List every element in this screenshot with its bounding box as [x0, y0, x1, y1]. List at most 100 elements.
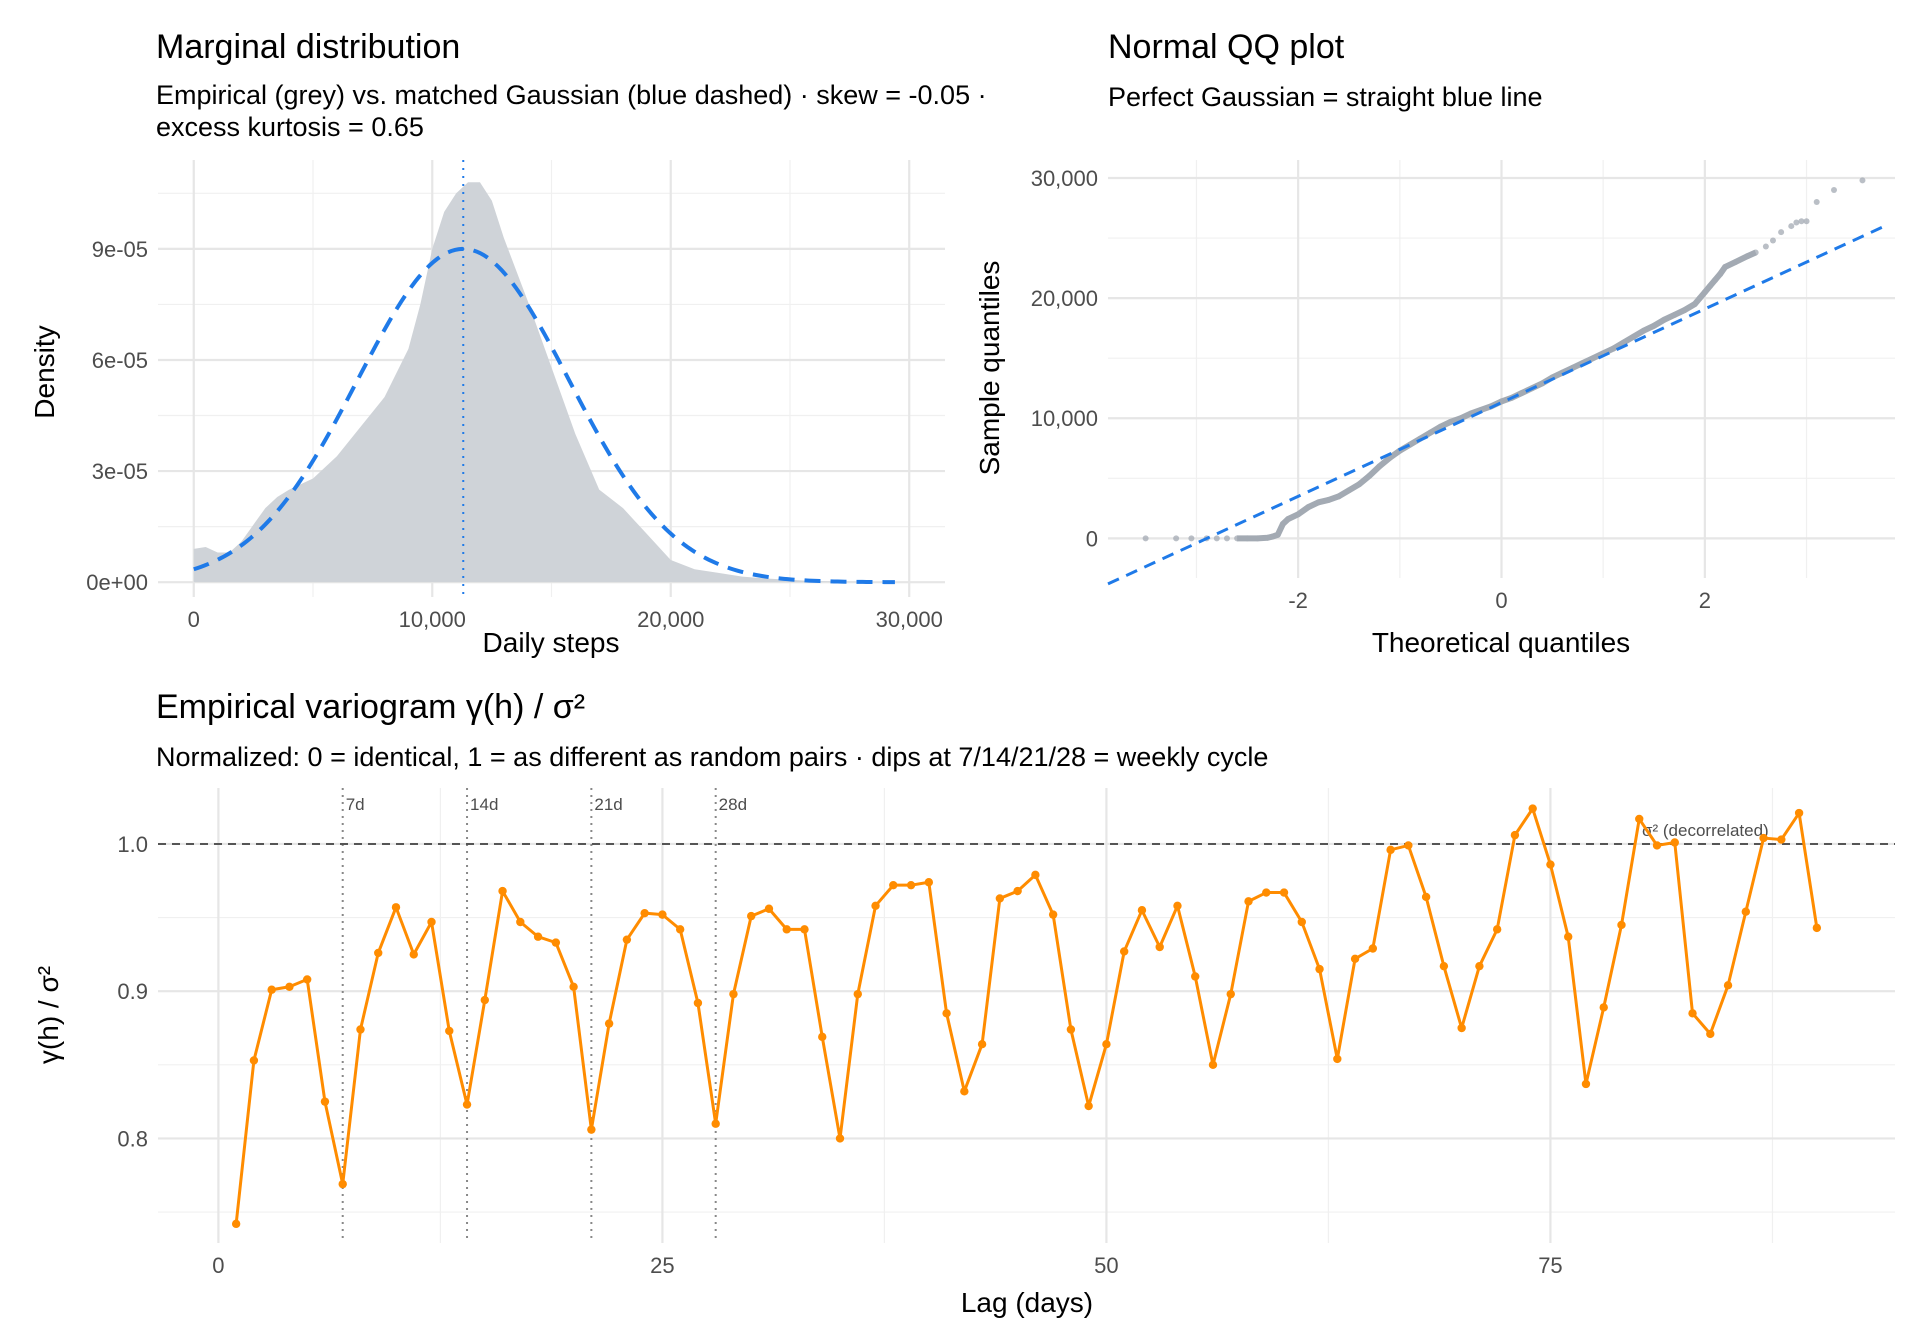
variogram-xtick-label: 0 — [212, 1253, 224, 1278]
variogram-point — [800, 925, 809, 934]
weekly-marker-label: 7d — [346, 795, 365, 814]
variogram-xtick-label: 50 — [1094, 1253, 1118, 1278]
qq-xtick-label: -2 — [1288, 588, 1308, 613]
variogram-point — [356, 1025, 365, 1034]
variogram-title: Empirical variogram γ(h) / σ² — [156, 688, 585, 726]
variogram-point — [302, 975, 312, 984]
qq-point — [1778, 229, 1785, 236]
variogram-point — [1741, 907, 1751, 916]
qq-xtick-label: 0 — [1495, 588, 1507, 613]
variogram-point — [1191, 972, 1200, 981]
variogram-point — [1297, 917, 1306, 927]
qq-point — [1769, 237, 1776, 244]
variogram-point — [1315, 964, 1324, 974]
qq-ticks: -2 0 2 0 10,000 20,000 30,000 — [1031, 166, 1711, 613]
variogram-point — [249, 1056, 259, 1065]
variogram-point — [1688, 1009, 1697, 1018]
variogram-point — [1066, 1025, 1076, 1034]
variogram-point — [498, 886, 507, 896]
qq-point — [1762, 243, 1769, 250]
density-subtitle-box: Empirical (grey) vs. matched Gaussian (b… — [156, 80, 987, 142]
variogram-xtick-label: 25 — [650, 1253, 674, 1278]
variogram-point — [764, 904, 774, 913]
variogram-point — [1777, 835, 1786, 844]
variogram-point — [889, 880, 898, 890]
qq-xtick-label: 2 — [1699, 588, 1711, 613]
variogram-xlabel: Lag (days) — [961, 1287, 1093, 1318]
variogram-point — [729, 989, 738, 999]
variogram-point — [1119, 947, 1129, 956]
variogram-point — [977, 1040, 987, 1049]
qq-grid — [1108, 160, 1895, 578]
variogram-point — [1102, 1040, 1111, 1049]
variogram-point — [445, 1026, 454, 1036]
variogram-xtick-label: 75 — [1538, 1253, 1562, 1278]
variogram-point — [1368, 944, 1378, 953]
density-xtick-label: 0 — [188, 607, 200, 632]
variogram-point — [1635, 814, 1644, 824]
qq-point — [1830, 187, 1837, 194]
variogram-point — [1404, 841, 1413, 850]
variogram-point — [711, 1119, 720, 1128]
variogram-point — [818, 1032, 827, 1042]
qq-subtitle: Perfect Gaussian = straight blue line — [1108, 82, 1543, 112]
qq-point — [1859, 177, 1866, 184]
variogram-point — [1350, 954, 1360, 964]
variogram-point — [1137, 906, 1147, 915]
density-ytick-label: 6e-05 — [92, 348, 148, 373]
variogram-point — [1226, 989, 1235, 999]
qq-marks — [1107, 177, 1889, 586]
variogram-point — [1546, 860, 1555, 869]
variogram-point — [587, 1125, 596, 1134]
variogram-point — [1652, 841, 1662, 850]
variogram-point — [462, 1100, 472, 1109]
variogram-point — [1244, 897, 1253, 906]
qq-point-trace — [1237, 249, 1757, 542]
density-marks — [193, 160, 898, 597]
variogram-point — [782, 925, 791, 934]
variogram-point — [906, 880, 916, 890]
qq-point — [1813, 199, 1820, 206]
variogram-point — [551, 938, 561, 947]
variogram-line — [234, 807, 1819, 1225]
variogram-point — [942, 1009, 951, 1018]
variogram-point — [1670, 838, 1679, 847]
density-xlabel: Daily steps — [483, 627, 620, 658]
qq-xlabel: Theoretical quantiles — [1372, 627, 1630, 658]
variogram-point — [1492, 925, 1502, 934]
variogram-point — [320, 1097, 330, 1106]
variogram-point — [658, 910, 667, 919]
qq-point — [1798, 218, 1805, 225]
variogram-point — [427, 917, 436, 927]
variogram-point — [480, 995, 489, 1005]
qq-ytick-label: 10,000 — [1031, 406, 1098, 431]
qq-reference-line — [1107, 223, 1889, 586]
qq-ylabel: Sample quantiles — [974, 261, 1005, 476]
variogram-point — [1013, 886, 1022, 896]
variogram-point — [871, 901, 880, 910]
density-panel: 0 10,000 20,000 30,0000e+003e-056e-059e-05 … — [29, 28, 987, 658]
variogram-point — [924, 878, 934, 887]
variogram-point — [640, 908, 649, 918]
density-ticks: 0 10,000 20,000 30,000 0e+00 3e-05 6e-05 9e-05 — [86, 237, 943, 632]
variogram-ytick-label: 0.9 — [117, 979, 148, 1004]
variogram-point — [747, 911, 756, 921]
variogram-point — [409, 950, 418, 959]
weekly-marker-label: 14d — [470, 795, 498, 814]
variogram-point — [1528, 804, 1537, 813]
qq-ytick-label: 0 — [1086, 526, 1098, 551]
qq-point — [1803, 218, 1810, 225]
variogram-point — [995, 894, 1005, 903]
variogram-point — [1457, 1023, 1466, 1033]
qq-ytick-label: 30,000 — [1031, 166, 1098, 191]
qq-title: Normal QQ plot — [1108, 28, 1345, 66]
variogram-marks: 7d 14d 21d 28d σ² (decorrelated) — [158, 788, 1895, 1243]
variogram-point — [1048, 910, 1058, 919]
variogram-ticks: 0 25 50 75 0.8 0.9 1.0 — [117, 832, 1562, 1278]
variogram-point — [604, 1019, 614, 1028]
variogram-point — [675, 925, 685, 934]
density-xtick-label: 20,000 — [637, 607, 704, 632]
variogram-point — [1439, 961, 1449, 971]
variogram-point — [1333, 1054, 1342, 1064]
